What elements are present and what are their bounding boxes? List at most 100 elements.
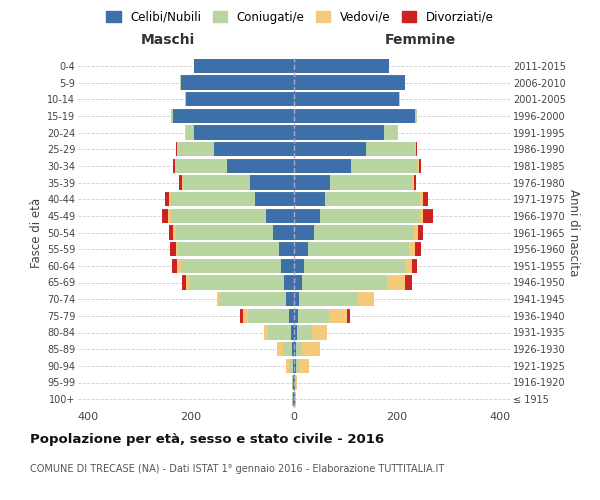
Bar: [293, 359, 294, 373]
Bar: [294, 259, 304, 273]
Bar: [404, 259, 412, 273]
Bar: [329, 309, 347, 323]
Bar: [418, 159, 419, 173]
Bar: [414, 226, 418, 239]
Bar: [299, 359, 309, 373]
Bar: [294, 142, 366, 156]
Bar: [179, 176, 182, 190]
Bar: [283, 342, 292, 356]
Bar: [169, 226, 173, 239]
Bar: [412, 176, 414, 190]
Bar: [186, 126, 194, 140]
Bar: [181, 76, 294, 90]
Text: COMUNE DI TRECASE (NA) - Dati ISTAT 1° gennaio 2016 - Elaborazione TUTTITALIA.IT: COMUNE DI TRECASE (NA) - Dati ISTAT 1° g…: [30, 464, 444, 474]
Bar: [177, 259, 181, 273]
Bar: [165, 192, 169, 206]
Bar: [302, 342, 320, 356]
Bar: [242, 309, 248, 323]
Bar: [296, 326, 312, 340]
Bar: [292, 326, 294, 340]
Bar: [409, 242, 415, 256]
Bar: [415, 242, 421, 256]
Bar: [294, 76, 404, 90]
Bar: [277, 342, 283, 356]
Bar: [173, 226, 176, 239]
Bar: [418, 226, 423, 239]
Bar: [266, 209, 294, 223]
Bar: [173, 159, 175, 173]
Bar: [325, 192, 420, 206]
Bar: [284, 276, 294, 289]
Bar: [419, 159, 421, 173]
Bar: [295, 376, 296, 390]
Bar: [188, 276, 284, 289]
Bar: [185, 126, 186, 140]
Bar: [412, 259, 418, 273]
Bar: [162, 209, 168, 223]
Bar: [404, 276, 412, 289]
Bar: [422, 192, 428, 206]
Bar: [294, 326, 296, 340]
Bar: [294, 176, 330, 190]
Bar: [177, 142, 178, 156]
Bar: [294, 292, 299, 306]
Bar: [256, 192, 294, 206]
Bar: [397, 126, 398, 140]
Bar: [294, 92, 400, 106]
Bar: [294, 126, 384, 140]
Bar: [314, 226, 414, 239]
Bar: [172, 259, 177, 273]
Bar: [294, 309, 298, 323]
Bar: [286, 292, 294, 306]
Bar: [308, 242, 409, 256]
Bar: [420, 209, 422, 223]
Bar: [294, 242, 308, 256]
Bar: [358, 292, 374, 306]
Bar: [296, 342, 302, 356]
Bar: [281, 259, 294, 273]
Bar: [422, 209, 433, 223]
Bar: [182, 176, 184, 190]
Bar: [289, 309, 294, 323]
Legend: Celibi/Nubili, Coniugati/e, Vedovi/e, Divorziati/e: Celibi/Nubili, Coniugati/e, Vedovi/e, Di…: [101, 6, 499, 28]
Bar: [416, 142, 417, 156]
Bar: [274, 226, 294, 239]
Bar: [415, 142, 416, 156]
Bar: [312, 326, 328, 340]
Bar: [194, 126, 294, 140]
Bar: [298, 309, 329, 323]
Bar: [268, 326, 292, 340]
Bar: [178, 242, 278, 256]
Bar: [240, 309, 242, 323]
Bar: [250, 176, 294, 190]
Bar: [302, 276, 386, 289]
Bar: [294, 359, 296, 373]
Bar: [214, 142, 294, 156]
Bar: [170, 209, 266, 223]
Bar: [350, 159, 418, 173]
Bar: [182, 276, 186, 289]
Bar: [217, 292, 220, 306]
Bar: [175, 159, 176, 173]
Bar: [292, 376, 293, 390]
Bar: [278, 242, 294, 256]
Bar: [227, 159, 294, 173]
Bar: [220, 292, 286, 306]
Bar: [286, 359, 289, 373]
Bar: [170, 192, 256, 206]
Bar: [294, 192, 325, 206]
Bar: [330, 176, 412, 190]
Bar: [294, 209, 320, 223]
Bar: [176, 142, 177, 156]
Text: Popolazione per età, sesso e stato civile - 2016: Popolazione per età, sesso e stato civil…: [30, 432, 384, 446]
Bar: [184, 176, 250, 190]
Bar: [194, 59, 294, 73]
Text: Femmine: Femmine: [385, 34, 455, 48]
Bar: [289, 359, 293, 373]
Bar: [176, 242, 178, 256]
Bar: [168, 209, 170, 223]
Bar: [178, 142, 214, 156]
Bar: [173, 109, 294, 123]
Bar: [294, 109, 415, 123]
Bar: [264, 326, 268, 340]
